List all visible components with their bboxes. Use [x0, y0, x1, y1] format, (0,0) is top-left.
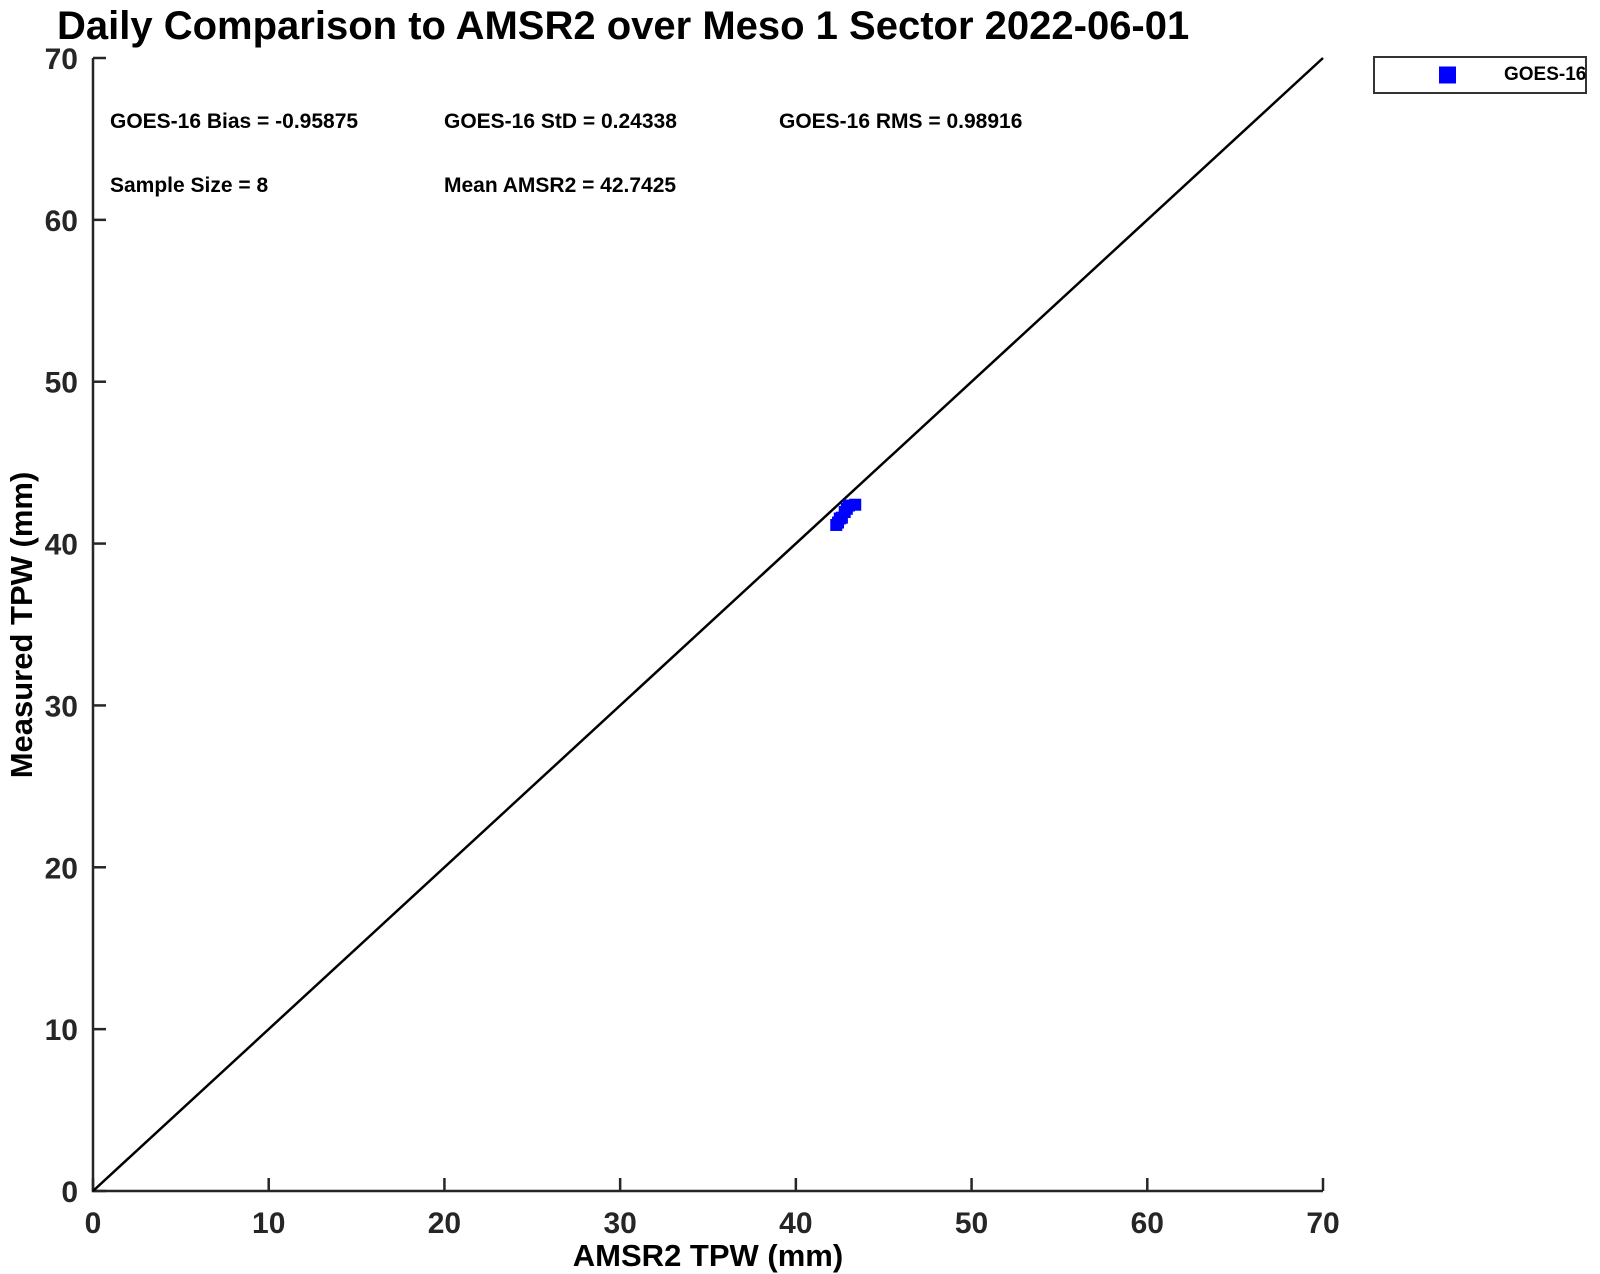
stat-bias: GOES-16 Bias = -0.95875 [110, 110, 359, 133]
y-tick-label: 10 [45, 1014, 78, 1047]
x-tick-label: 0 [85, 1207, 102, 1240]
legend-label: GOES-16 [1504, 64, 1587, 85]
y-tick-label: 60 [45, 205, 78, 238]
stat-sample-size: Sample Size = 8 [110, 174, 269, 197]
legend: GOES-16 [1373, 56, 1587, 94]
x-tick-label: 50 [955, 1207, 988, 1240]
x-axis-label: AMSR2 TPW (mm) [572, 1238, 844, 1273]
y-axis-label: Measured TPW (mm) [4, 471, 39, 779]
x-tick-label: 70 [1306, 1207, 1339, 1240]
y-tick-label: 40 [45, 529, 78, 562]
stat-mean-amsr2: Mean AMSR2 = 42.7425 [444, 174, 677, 197]
y-tick-label: 0 [61, 1176, 78, 1209]
x-tick-label: 20 [428, 1207, 461, 1240]
y-tick-label: 50 [45, 367, 78, 400]
legend-marker-square-icon [1439, 66, 1456, 84]
one-to-one-line [92, 57, 1324, 1192]
data-point [849, 498, 862, 511]
y-tick-label: 20 [45, 852, 78, 885]
y-tick-label: 70 [45, 43, 78, 76]
x-tick-label: 60 [1131, 1207, 1164, 1240]
stat-std: GOES-16 StD = 0.24338 [444, 110, 677, 133]
x-tick-label: 10 [252, 1207, 285, 1240]
x-tick-label: 40 [779, 1207, 812, 1240]
x-tick-label: 30 [603, 1207, 636, 1240]
stat-rms: GOES-16 RMS = 0.98916 [779, 110, 1023, 133]
y-tick-label: 30 [45, 690, 78, 723]
chart-title: Daily Comparison to AMSR2 over Meso 1 Se… [57, 4, 1190, 48]
